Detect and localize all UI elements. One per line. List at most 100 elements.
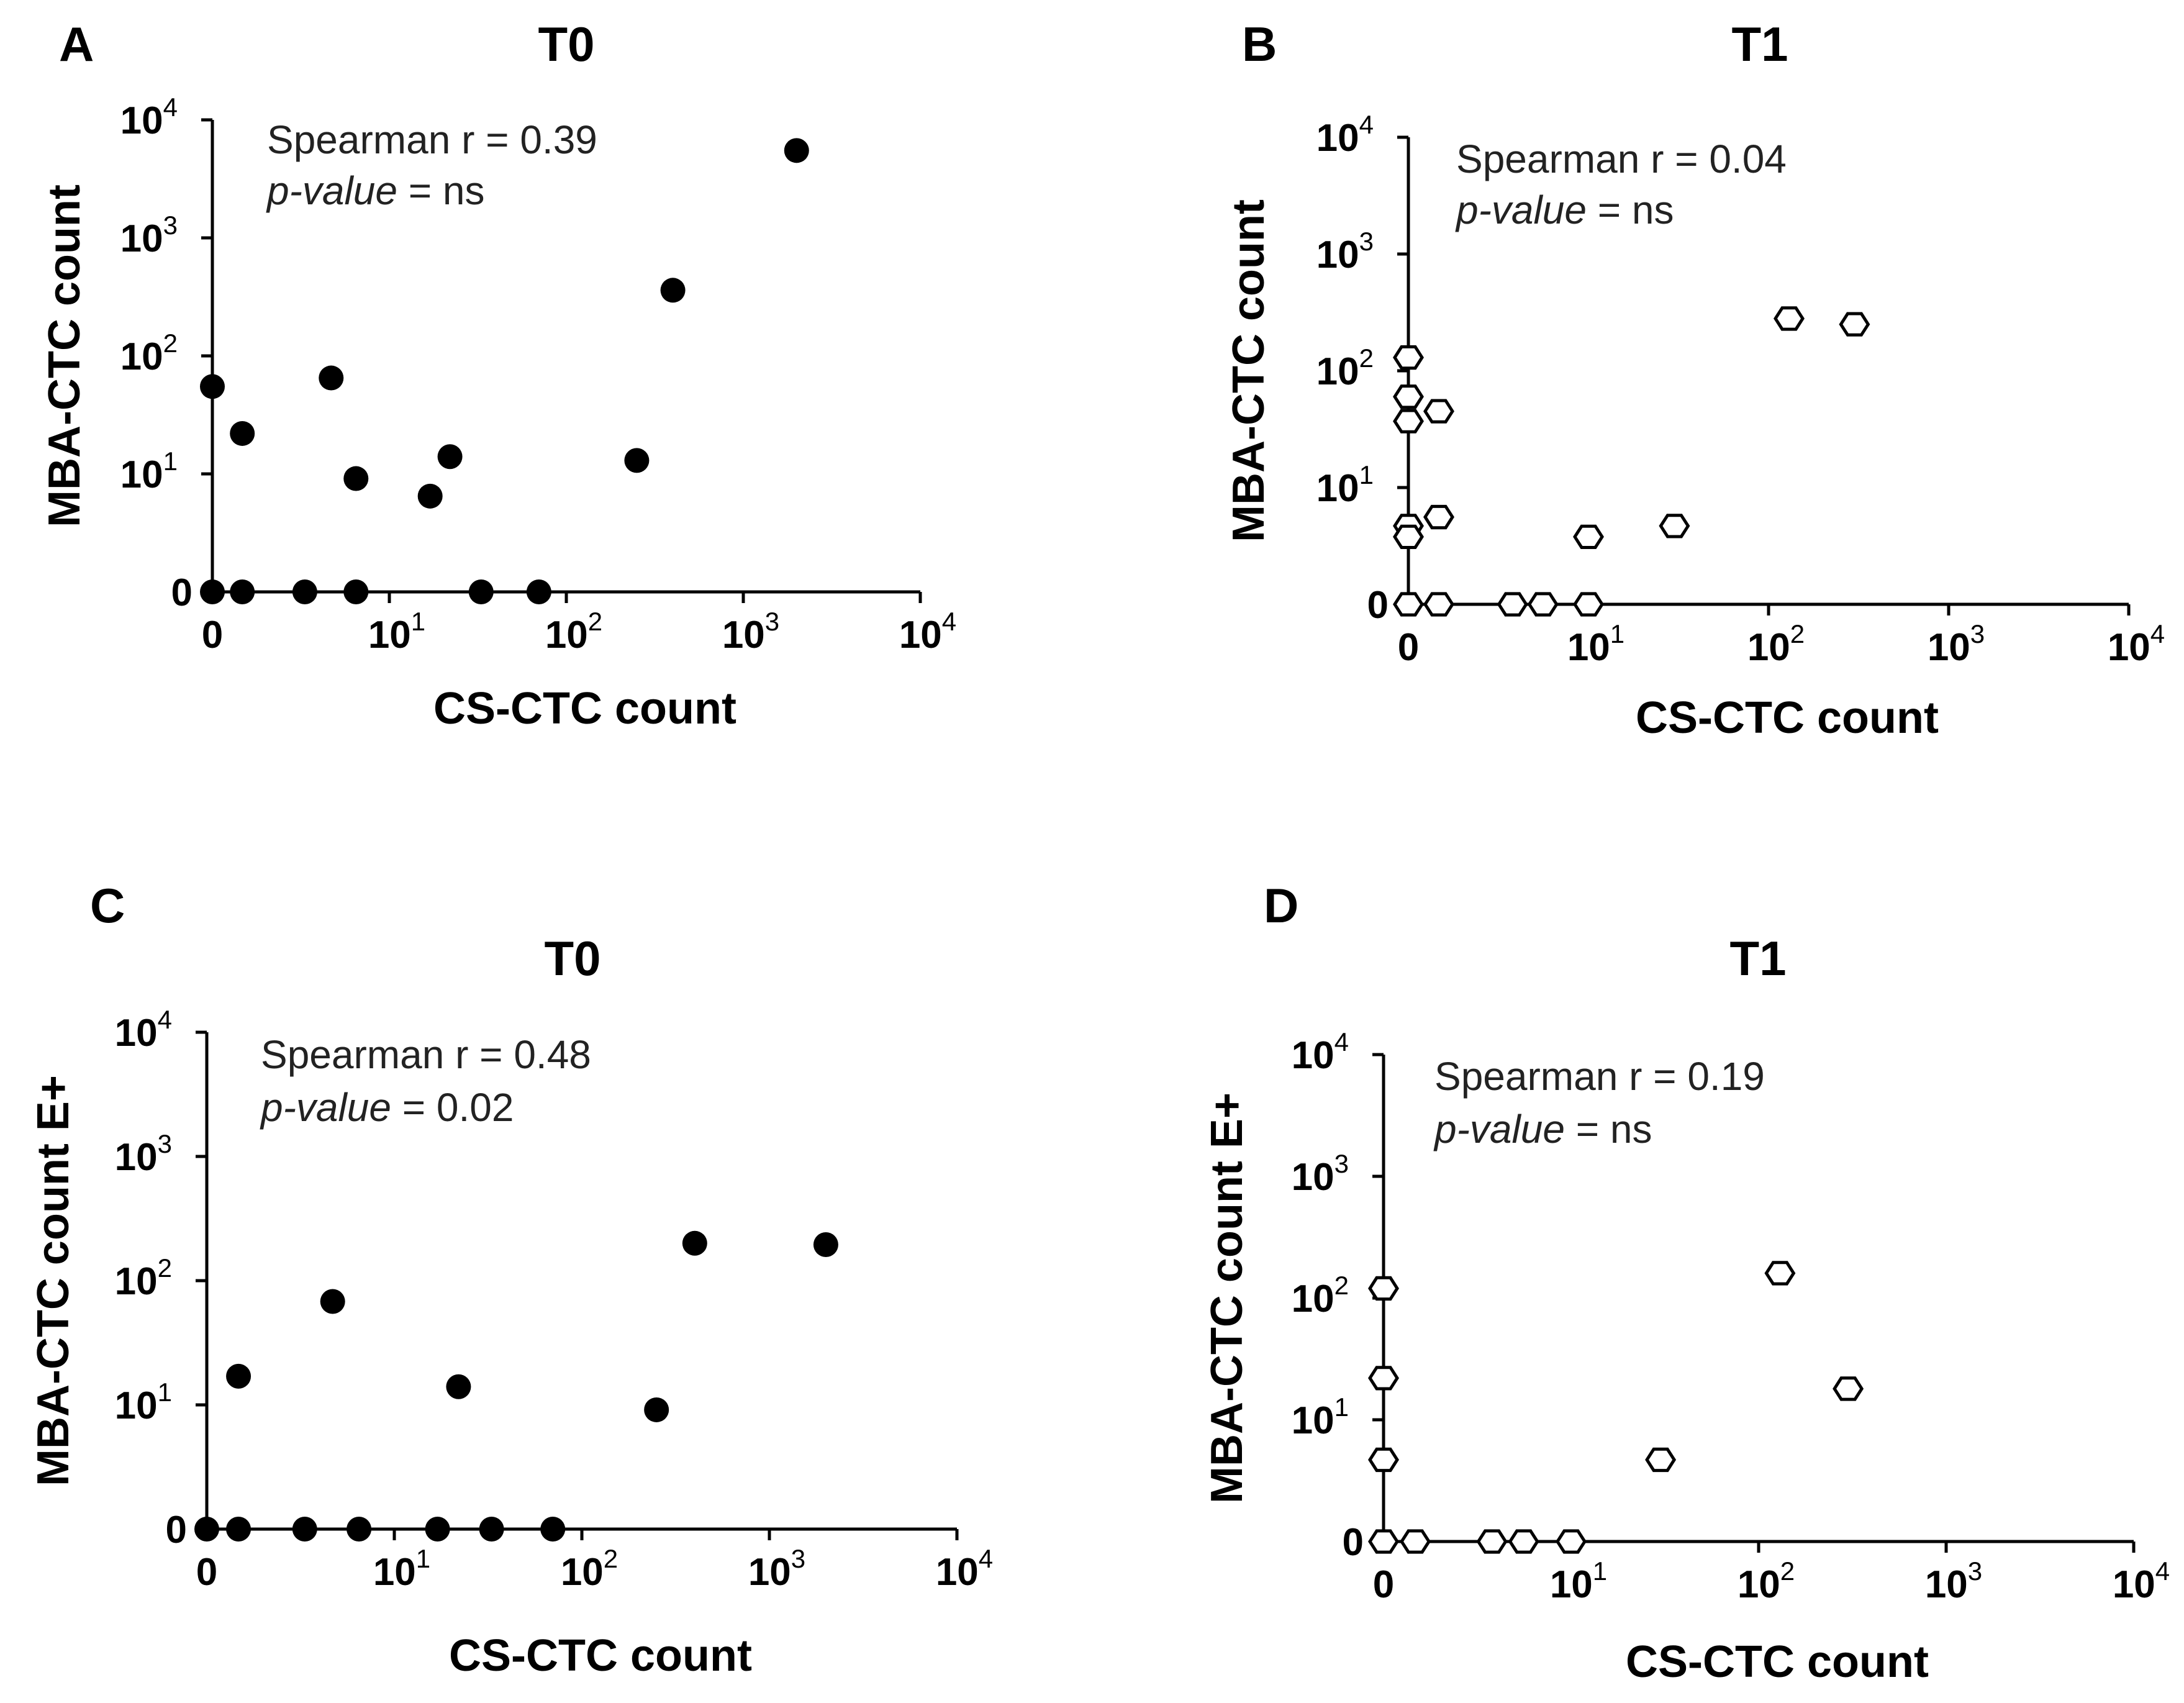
y-tick-label: 0: [171, 571, 193, 614]
y-tick-label: 102: [115, 1253, 172, 1303]
data-point: [1423, 504, 1454, 530]
data-point: [1764, 1261, 1796, 1286]
spearman-annotation: Spearman r = 0.39: [267, 117, 597, 162]
y-axis-label: MBA-CTC count: [40, 184, 89, 527]
data-point: [319, 365, 344, 391]
data-point: [230, 420, 255, 446]
x-tick-label: 103: [1925, 1556, 1982, 1606]
data-point: [660, 278, 686, 303]
y-tick-label: 101: [1316, 460, 1374, 510]
y-tick-label: 103: [1292, 1149, 1349, 1199]
data-point: [292, 579, 317, 604]
y-axis-label: MBA-CTC count E+: [1202, 1092, 1252, 1504]
data-point: [1573, 592, 1604, 617]
data-point: [343, 579, 369, 604]
data-point: [200, 579, 225, 604]
y-tick-label: 102: [1316, 343, 1374, 393]
chart-panel-b: B T1 00 101 101 102 102 103 103 104 104 CS-CTC coun…: [1224, 17, 2165, 743]
y-tick-label: 0: [166, 1509, 187, 1551]
data-point: [1393, 384, 1424, 409]
x-tick-label: 101: [1550, 1556, 1607, 1606]
data-point: [343, 466, 369, 491]
x-tick-label: 102: [545, 607, 602, 656]
y-axis-label: MBA-CTC count E+: [29, 1075, 78, 1486]
data-point: [1393, 592, 1424, 617]
x-tick-label: 0: [196, 1551, 217, 1594]
x-tick-label: 102: [1738, 1556, 1795, 1606]
chart-panel-d: D T1 00 101 101 102 102 103 103 104 104 CS-CTC coun…: [1202, 878, 2170, 1687]
p-value-annotation: p-value = ns: [266, 168, 484, 213]
chart-title: T0: [544, 931, 600, 986]
data-point: [468, 579, 494, 604]
data-point: [230, 579, 255, 604]
data-point: [1556, 1529, 1587, 1554]
data-point: [1508, 1529, 1539, 1554]
p-value-annotation: p-value = ns: [1433, 1107, 1652, 1151]
data-point: [1527, 592, 1559, 617]
x-tick-label: 102: [561, 1544, 618, 1594]
x-tick-label: 104: [2108, 619, 2165, 669]
data-point: [1476, 1529, 1508, 1554]
x-tick-label: 104: [899, 607, 956, 656]
spearman-annotation: Spearman r = 0.04: [1456, 137, 1787, 181]
x-tick-label: 102: [1747, 619, 1805, 669]
data-point: [347, 1517, 372, 1542]
x-tick-label: 0: [202, 614, 223, 656]
y-tick-label: 104: [115, 1005, 172, 1055]
data-point: [540, 1517, 566, 1542]
data-point: [784, 138, 809, 163]
panel-letter: A: [59, 17, 94, 71]
x-tick-label: 0: [1398, 626, 1419, 669]
data-point: [624, 448, 650, 473]
data-point: [1368, 1366, 1399, 1391]
x-tick-label: 0: [1373, 1563, 1394, 1606]
data-point: [479, 1517, 504, 1542]
chart-title: T1: [1731, 17, 1788, 71]
data-point: [437, 444, 463, 470]
data-point: [226, 1517, 251, 1542]
y-tick-label: 0: [1367, 584, 1389, 627]
p-value-annotation: p-value = 0.02: [260, 1085, 514, 1130]
data-point: [1774, 306, 1805, 331]
p-value-annotation: p-value = ns: [1455, 188, 1674, 232]
x-axis-label: CS-CTC count: [433, 684, 736, 733]
chart-title: T0: [538, 17, 594, 71]
data-point: [417, 483, 443, 509]
chart-panel-c: C T0 00 101 101 102 102 103 103 104 104 CS-CTC coun…: [29, 878, 993, 1681]
y-tick-label: 103: [120, 211, 178, 260]
data-point: [1400, 1529, 1431, 1554]
data-point: [1368, 1276, 1399, 1301]
x-axis-label: CS-CTC count: [1626, 1637, 1929, 1687]
y-tick-label: 0: [1343, 1521, 1364, 1564]
y-tick-label: 101: [120, 447, 178, 496]
data-point: [1573, 524, 1604, 549]
panel-letter: B: [1242, 17, 1277, 71]
y-tick-label: 103: [115, 1129, 172, 1179]
data-point: [1833, 1376, 1864, 1401]
x-axis-label: CS-CTC count: [449, 1631, 752, 1681]
data-point: [1497, 592, 1528, 617]
x-tick-label: 103: [748, 1544, 805, 1594]
x-tick-label: 101: [373, 1544, 430, 1594]
data-point: [1839, 312, 1870, 337]
x-axis-label: CS-CTC count: [1636, 693, 1939, 743]
y-tick-label: 104: [1316, 110, 1374, 160]
data-point: [1393, 524, 1424, 549]
x-tick-label: 104: [2113, 1556, 2170, 1606]
panel-letter: D: [1264, 878, 1298, 933]
data-point: [1645, 1447, 1677, 1473]
x-tick-label: 101: [368, 607, 425, 656]
data-point: [1368, 1447, 1399, 1473]
panel-letter: C: [90, 878, 125, 933]
spearman-annotation: Spearman r = 0.19: [1434, 1054, 1765, 1099]
data-point: [292, 1517, 317, 1542]
data-point: [1423, 399, 1454, 424]
chart-panel-a: A T0 00 101 101 102 102 103 103 104 104 CS-CTC coun…: [40, 17, 956, 733]
x-tick-label: 103: [722, 607, 779, 656]
data-point: [425, 1517, 450, 1542]
y-tick-label: 102: [1292, 1271, 1349, 1320]
data-point: [1423, 592, 1454, 617]
data-point: [320, 1289, 345, 1314]
y-axis-label: MBA-CTC count: [1224, 199, 1274, 542]
data-point: [1659, 514, 1690, 538]
